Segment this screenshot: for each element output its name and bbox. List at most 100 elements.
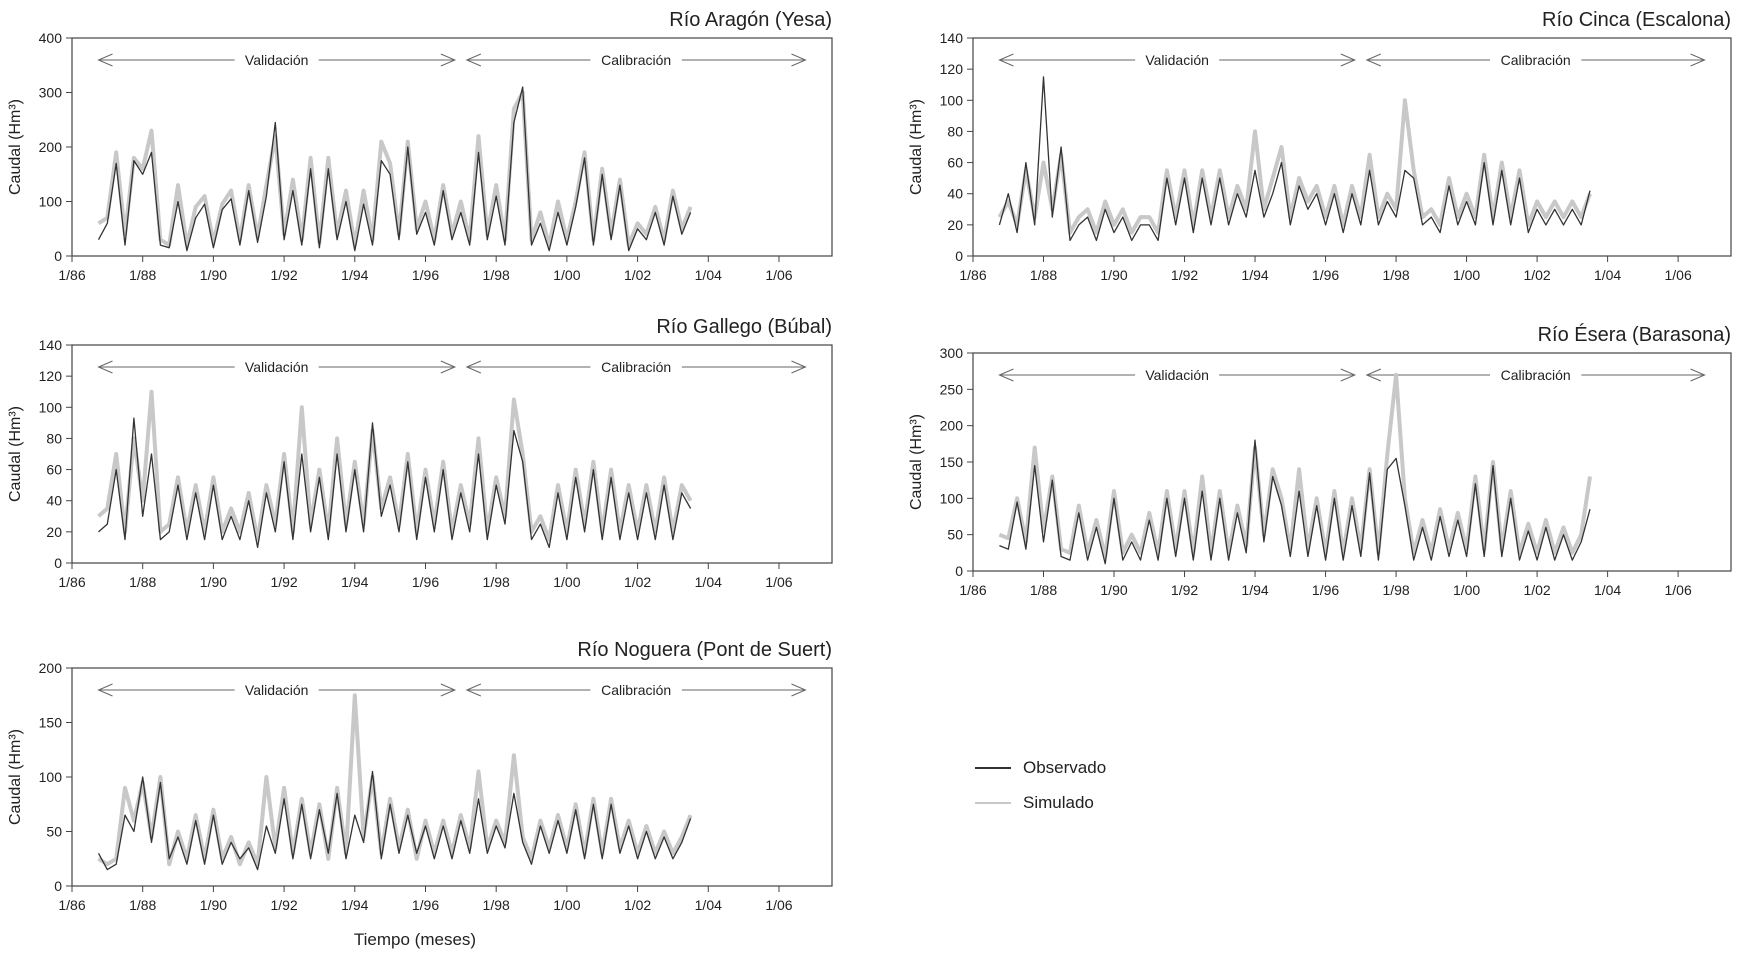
y-tick-label: 300: [940, 345, 964, 361]
period-calibracion: Calibración: [465, 682, 807, 698]
y-axis-title: Caudal (Hm³): [7, 406, 24, 502]
legend-item-simulado: Simulado: [975, 793, 1094, 813]
y-tick-label: 100: [39, 194, 63, 210]
legend-label-simulado: Simulado: [1023, 793, 1094, 812]
chart-title: Río Noguera (Pont de Suert): [577, 639, 832, 661]
period-label: Calibración: [601, 52, 671, 68]
x-tick-label: 1/02: [1523, 582, 1550, 598]
y-tick-label: 80: [947, 123, 963, 139]
x-tick-label: 1/96: [1312, 267, 1339, 283]
x-tick-label: 1/94: [341, 574, 368, 590]
arrowhead-left: [465, 683, 482, 697]
x-tick-label: 1/98: [483, 574, 510, 590]
y-tick-label: 200: [39, 139, 63, 155]
series-line-observado: [999, 439, 1591, 565]
arrowhead-right: [1340, 368, 1357, 382]
x-tick-label: 1/98: [1382, 267, 1409, 283]
x-tick-label: 1/02: [1523, 267, 1550, 283]
period-label: Calibración: [601, 682, 671, 698]
period-calibracion: Calibración: [465, 359, 807, 375]
x-tick-label: 1/88: [129, 897, 156, 913]
legend-swatch-simulado: [975, 802, 1011, 804]
arrowhead-right: [791, 683, 807, 697]
y-tick-label: 60: [46, 462, 62, 478]
x-tick-label: 1/96: [1312, 582, 1339, 598]
period-label: Calibración: [601, 359, 671, 375]
x-tick-label: 1/94: [341, 267, 368, 283]
x-tick-label: 1/86: [959, 267, 986, 283]
period-label: Validación: [1145, 367, 1209, 383]
period-calibracion: Calibración: [1365, 367, 1706, 383]
series-line-observado: [98, 417, 692, 549]
chart-title: Río Gallego (Búbal): [656, 316, 832, 338]
x-tick-label: 1/04: [695, 574, 722, 590]
legend-swatch-observado: [975, 767, 1011, 769]
arrowhead-left: [1365, 53, 1382, 67]
y-tick-label: 200: [940, 418, 964, 434]
x-tick-label: 1/90: [1100, 267, 1127, 283]
x-tick-label: 1/98: [483, 267, 510, 283]
period-label: Validación: [245, 682, 309, 698]
x-tick-label: 1/92: [270, 897, 297, 913]
x-tick-label: 1/90: [200, 897, 227, 913]
x-tick-label: 1/02: [624, 897, 651, 913]
y-tick-label: 60: [947, 155, 963, 171]
period-calibracion: Calibración: [465, 52, 807, 68]
x-tick-label: 1/94: [1241, 267, 1268, 283]
y-tick-label: 0: [54, 555, 62, 571]
y-tick-label: 250: [940, 381, 964, 397]
x-tick-label: 1/86: [58, 897, 85, 913]
x-tick-label: 1/90: [1100, 582, 1127, 598]
x-tick-label: 1/90: [200, 574, 227, 590]
x-tick-label: 1/86: [58, 574, 85, 590]
y-axis-title: Caudal (Hm³): [7, 729, 24, 825]
x-tick-label: 1/98: [483, 897, 510, 913]
x-tick-label: 1/06: [1664, 582, 1691, 598]
x-axis-title: Tiempo (meses): [353, 930, 477, 949]
x-tick-label: 1/98: [1382, 582, 1409, 598]
arrowhead-right: [1690, 368, 1706, 382]
y-tick-label: 0: [54, 878, 62, 894]
x-tick-label: 1/88: [1030, 267, 1057, 283]
series-line-observado: [998, 76, 1591, 242]
series-line-simulado: [97, 693, 693, 867]
y-tick-label: 20: [947, 217, 963, 233]
x-tick-label: 1/88: [129, 267, 156, 283]
x-tick-label: 1/92: [270, 574, 297, 590]
y-tick-label: 400: [39, 30, 63, 46]
y-tick-label: 50: [46, 824, 62, 840]
chart-panel-2: Río Cinca (Escalona) 0 20 40 60 80 100 120 140 1/…: [908, 9, 1732, 283]
x-tick-label: 1/88: [129, 574, 156, 590]
x-tick-label: 1/04: [1594, 267, 1621, 283]
x-tick-label: 1/04: [695, 267, 722, 283]
x-tick-label: 1/06: [765, 574, 792, 590]
y-tick-label: 0: [955, 248, 963, 264]
chart-panel-5: Río Noguera (Pont de Suert) 0 50 100 150 200 1…: [7, 639, 833, 913]
arrowhead-right: [1690, 53, 1706, 67]
y-tick-label: 40: [947, 186, 963, 202]
x-tick-label: 1/86: [959, 582, 986, 598]
x-tick-label: 1/00: [1453, 267, 1480, 283]
y-tick-label: 20: [46, 524, 62, 540]
arrowhead-left: [465, 53, 482, 67]
chart-title: Río Cinca (Escalona): [1542, 9, 1731, 31]
plot-frame: [71, 344, 833, 564]
y-tick-label: 100: [39, 399, 63, 415]
period-label: Validación: [1145, 52, 1209, 68]
period-label: Calibración: [1501, 52, 1571, 68]
x-tick-label: 1/96: [412, 267, 439, 283]
x-tick-label: 1/06: [765, 267, 792, 283]
period-validacion: Validación: [97, 359, 457, 375]
series-line-simulado: [97, 90, 693, 248]
x-tick-label: 1/00: [553, 574, 580, 590]
y-tick-label: 50: [947, 527, 963, 543]
y-tick-label: 140: [940, 30, 964, 46]
x-tick-label: 1/92: [1171, 267, 1198, 283]
arrowhead-left: [1365, 368, 1382, 382]
x-tick-label: 1/86: [58, 267, 85, 283]
period-label: Validación: [245, 359, 309, 375]
y-tick-label: 80: [46, 430, 62, 446]
chart-panel-4: Río Ésera (Barasona) 0 50 100 150 200 250 300 1/…: [908, 323, 1732, 598]
legend-label-observado: Observado: [1023, 758, 1107, 777]
